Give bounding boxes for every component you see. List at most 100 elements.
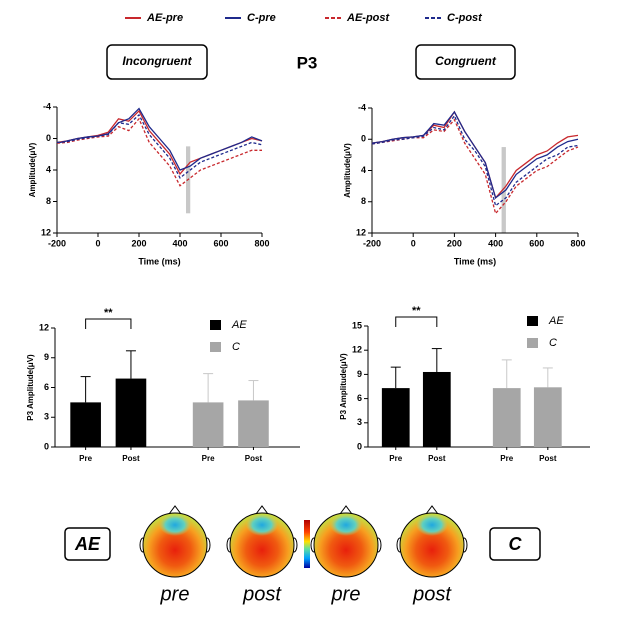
x-tick-label: 0 [95, 238, 100, 248]
head-nose [339, 505, 353, 515]
bar [381, 388, 410, 447]
y-tick-label: -4 [43, 101, 51, 111]
x-tick-label: 400 [172, 238, 187, 248]
legend-label: C [549, 337, 557, 349]
group-label: AE [74, 534, 101, 554]
y-tick-label: 9 [44, 352, 49, 362]
y-tick-label: 12 [39, 322, 49, 332]
group-box [489, 527, 541, 561]
topomap-label: post [412, 583, 452, 605]
head-map [229, 512, 295, 578]
legend-label: C [232, 341, 240, 353]
y-tick-label: 0 [44, 441, 49, 451]
head-map [313, 512, 379, 578]
bar [115, 378, 147, 447]
legend-label: AE-post [346, 12, 391, 24]
head-nose [255, 505, 269, 515]
x-tick-label: 800 [570, 238, 585, 248]
legend-label: C-post [447, 12, 483, 24]
head-map [399, 512, 465, 578]
y-tick-label: 3 [357, 417, 362, 427]
legend-swatch [210, 320, 221, 330]
x-tick-label: -200 [363, 238, 381, 248]
erp-line [371, 110, 579, 199]
x-tick-label: Post [428, 454, 446, 463]
x-tick-label: Pre [500, 454, 513, 463]
y-tick-label: 8 [361, 196, 366, 206]
y-tick-label: 4 [46, 164, 51, 174]
y-tick-label: 9 [357, 369, 362, 379]
x-tick-label: 200 [131, 238, 146, 248]
y-tick-label: 15 [352, 320, 362, 330]
x-tick-label: 800 [254, 238, 269, 248]
x-tick-label: Post [122, 454, 140, 463]
bar [533, 387, 562, 447]
legend-label: AE [548, 315, 564, 327]
y-tick-label: 12 [41, 227, 51, 237]
y-tick-label: 0 [357, 441, 362, 451]
erp-line [56, 109, 263, 176]
x-tick-label: Post [245, 454, 263, 463]
title-box [415, 44, 516, 80]
bar [422, 371, 451, 447]
time-window [501, 147, 506, 233]
x-tick-label: 400 [488, 238, 503, 248]
y-tick-label: 8 [46, 196, 51, 206]
colorbar [304, 520, 310, 568]
head-map [142, 512, 208, 578]
x-axis-label: Time (ms) [454, 256, 496, 266]
x-tick-label: -200 [48, 238, 66, 248]
x-tick-label: 0 [411, 238, 416, 248]
y-tick-label: 3 [44, 412, 49, 422]
head-spot [330, 514, 362, 536]
y-tick-label: -4 [358, 102, 366, 112]
x-tick-label: Pre [389, 454, 402, 463]
topomap-label: pre [160, 583, 190, 605]
x-axis-label: Time (ms) [138, 256, 180, 266]
x-tick-label: Post [539, 454, 557, 463]
erp-line [56, 117, 262, 187]
significance-bracket [85, 318, 132, 329]
y-tick-label: 12 [356, 227, 366, 237]
erp-line [56, 107, 263, 171]
head-spot [159, 514, 191, 536]
group-box [64, 527, 111, 561]
figure-title: P3 [297, 53, 318, 72]
y-tick-label: 0 [361, 134, 366, 144]
chart-title: Congruent [435, 54, 497, 68]
y-tick-label: 6 [44, 382, 49, 392]
topomaps: pre post pre post AE C [64, 505, 541, 605]
bar [192, 402, 224, 447]
head-nose [425, 505, 439, 515]
legend-swatch [210, 342, 221, 352]
significance-label: ** [104, 307, 113, 319]
head-spot [416, 514, 448, 536]
head-spot [246, 514, 278, 536]
bar [492, 388, 521, 447]
y-tick-label: 4 [361, 165, 366, 175]
topomap-label: post [242, 583, 282, 605]
significance-label: ** [412, 305, 421, 317]
head-nose [168, 505, 182, 515]
legend-swatch [527, 338, 538, 348]
y-axis-label: Amplitude(μV) [343, 143, 352, 198]
x-tick-label: 200 [447, 238, 462, 248]
x-tick-label: Pre [79, 454, 92, 463]
legend-label: AE [231, 319, 247, 331]
x-tick-label: 600 [529, 238, 544, 248]
x-tick-label: Pre [202, 454, 215, 463]
legend-label: AE-pre [146, 12, 183, 24]
chart-title: Incongruent [122, 54, 192, 68]
group-label: C [509, 534, 523, 554]
bar [70, 402, 101, 447]
y-axis-label: P3 Amplitude(μV) [26, 354, 35, 421]
y-tick-label: 6 [357, 393, 362, 403]
y-axis-label: Amplitude(μV) [28, 142, 37, 197]
erp-line [371, 114, 579, 207]
y-axis-label: P3 Amplitude(μV) [339, 353, 348, 420]
erp-line [371, 118, 579, 215]
topomap-label: pre [331, 583, 361, 605]
title-box [106, 44, 208, 80]
x-tick-label: 600 [213, 238, 228, 248]
